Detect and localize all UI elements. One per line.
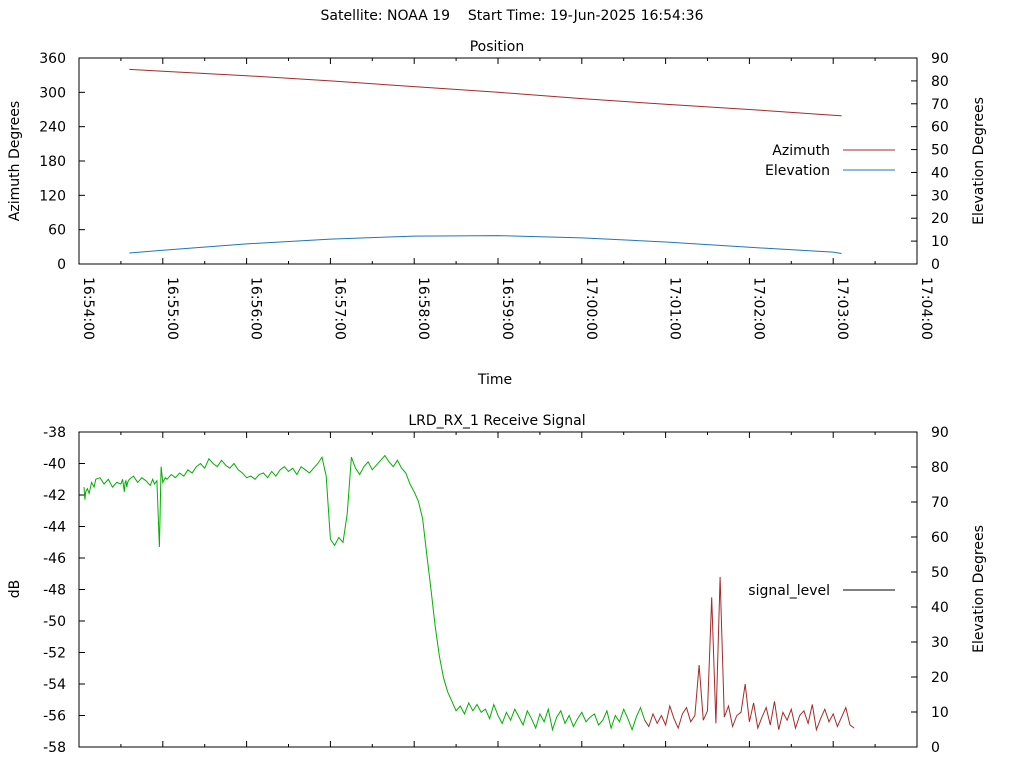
signal-level-locked-line (83, 454, 646, 732)
signal-legend: signal_level (748, 583, 895, 599)
y-tick-label: 120 (39, 188, 66, 204)
y2-tick-label: 60 (931, 530, 949, 546)
signal-y2-ticks: 0 10 20 30 40 50 60 70 80 90 (911, 425, 949, 756)
y2-tick-label: 70 (931, 495, 949, 511)
y2-tick-label: 60 (931, 120, 949, 136)
signal-chart-title: LRD_RX_1 Receive Signal (408, 413, 585, 429)
position-y-ticks: 0 60 120 180 240 300 360 (39, 51, 85, 273)
y2-tick-label: 90 (931, 51, 949, 67)
y-tick-label: -48 (43, 583, 66, 599)
signal-y-ticks: -38 -40 -42 -44 -46 -48 -50 -52 -54 -56 -58 (43, 425, 85, 756)
x-tick-label: 16:59:00 (499, 277, 515, 340)
y2-tick-label: 70 (931, 97, 949, 113)
y2-tick-label: 50 (931, 565, 949, 581)
y-tick-label: -40 (43, 457, 66, 473)
legend-signal-level-label: signal_level (748, 583, 830, 599)
signal-y-axis-label: dB (7, 580, 23, 599)
x-tick-label: 16:58:00 (415, 277, 431, 340)
signal-x-ticks (78, 432, 918, 747)
legend-elevation-label: Elevation (765, 163, 830, 179)
y2-tick-label: 10 (931, 705, 949, 721)
y-tick-label: -42 (43, 488, 66, 504)
y-tick-label: -46 (43, 551, 66, 567)
x-tick-label: 17:02:00 (750, 277, 766, 340)
y2-tick-label: 40 (931, 165, 949, 181)
y2-tick-label: 0 (931, 257, 940, 273)
legend-azimuth-label: Azimuth (772, 143, 830, 159)
x-tick-label: 17:01:00 (667, 277, 683, 340)
y2-tick-label: 40 (931, 600, 949, 616)
y-tick-label: -52 (43, 646, 66, 662)
y-tick-label: -58 (43, 740, 66, 756)
position-y2-ticks: 0 10 20 30 40 50 60 70 80 90 (911, 51, 949, 273)
position-x-axis-label: Time (477, 372, 512, 388)
position-y-axis-label: Azimuth Degrees (7, 101, 23, 221)
y-tick-label: 360 (39, 51, 66, 67)
y2-tick-label: 20 (931, 211, 949, 227)
x-tick-label: 17:04:00 (918, 277, 934, 340)
azimuth-series-line (129, 68, 842, 117)
y2-tick-label: 30 (931, 635, 949, 651)
signal-level-unlocked-line (644, 576, 855, 732)
position-chart-title: Position (470, 39, 525, 55)
y-tick-label: -44 (43, 520, 66, 536)
y-tick-label: -54 (43, 677, 66, 693)
page-title: Satellite: NOAA 19 Start Time: 19-Jun-20… (320, 8, 704, 24)
y-tick-label: 180 (39, 154, 66, 170)
y2-tick-label: 30 (931, 188, 949, 204)
position-chart: Position 0 60 120 180 240 300 360 0 10 20 30 40 50 6… (7, 39, 987, 388)
y-tick-label: 0 (57, 257, 66, 273)
elevation-series-line (129, 235, 842, 254)
position-plot-frame (78, 57, 918, 265)
x-tick-label: 16:55:00 (164, 277, 180, 340)
position-y2-axis-label: Elevation Degrees (971, 97, 987, 225)
y2-tick-label: 80 (931, 74, 949, 90)
signal-chart: LRD_RX_1 Receive Signal -38-40-42-44-46-… (7, 413, 987, 756)
signal-y2-axis-label: Elevation Degrees (971, 525, 987, 653)
position-legend: Azimuth Elevation (765, 143, 895, 179)
x-tick-label: 16:56:00 (248, 277, 264, 340)
y2-tick-label: 80 (931, 460, 949, 476)
y-tick-label: -38 (43, 425, 66, 441)
y2-tick-label: 50 (931, 143, 949, 159)
y2-tick-label: 0 (931, 740, 940, 756)
x-tick-label: 16:54:00 (80, 277, 96, 340)
x-tick-label: 17:03:00 (834, 277, 850, 340)
y2-tick-label: 10 (931, 234, 949, 250)
y-tick-label: 240 (39, 120, 66, 136)
x-tick-label: 17:00:00 (583, 277, 599, 340)
y-tick-label: -50 (43, 614, 66, 630)
x-tick-label: 16:57:00 (331, 277, 347, 340)
y-tick-label: 60 (48, 223, 66, 239)
y-tick-label: -56 (43, 709, 66, 725)
y-tick-label: 300 (39, 85, 66, 101)
y2-tick-label: 20 (931, 670, 949, 686)
y2-tick-label: 90 (931, 425, 949, 441)
position-x-ticks: 16:54:00 16:55:00 16:56:00 16:57:00 16:58:00… (78, 58, 934, 340)
